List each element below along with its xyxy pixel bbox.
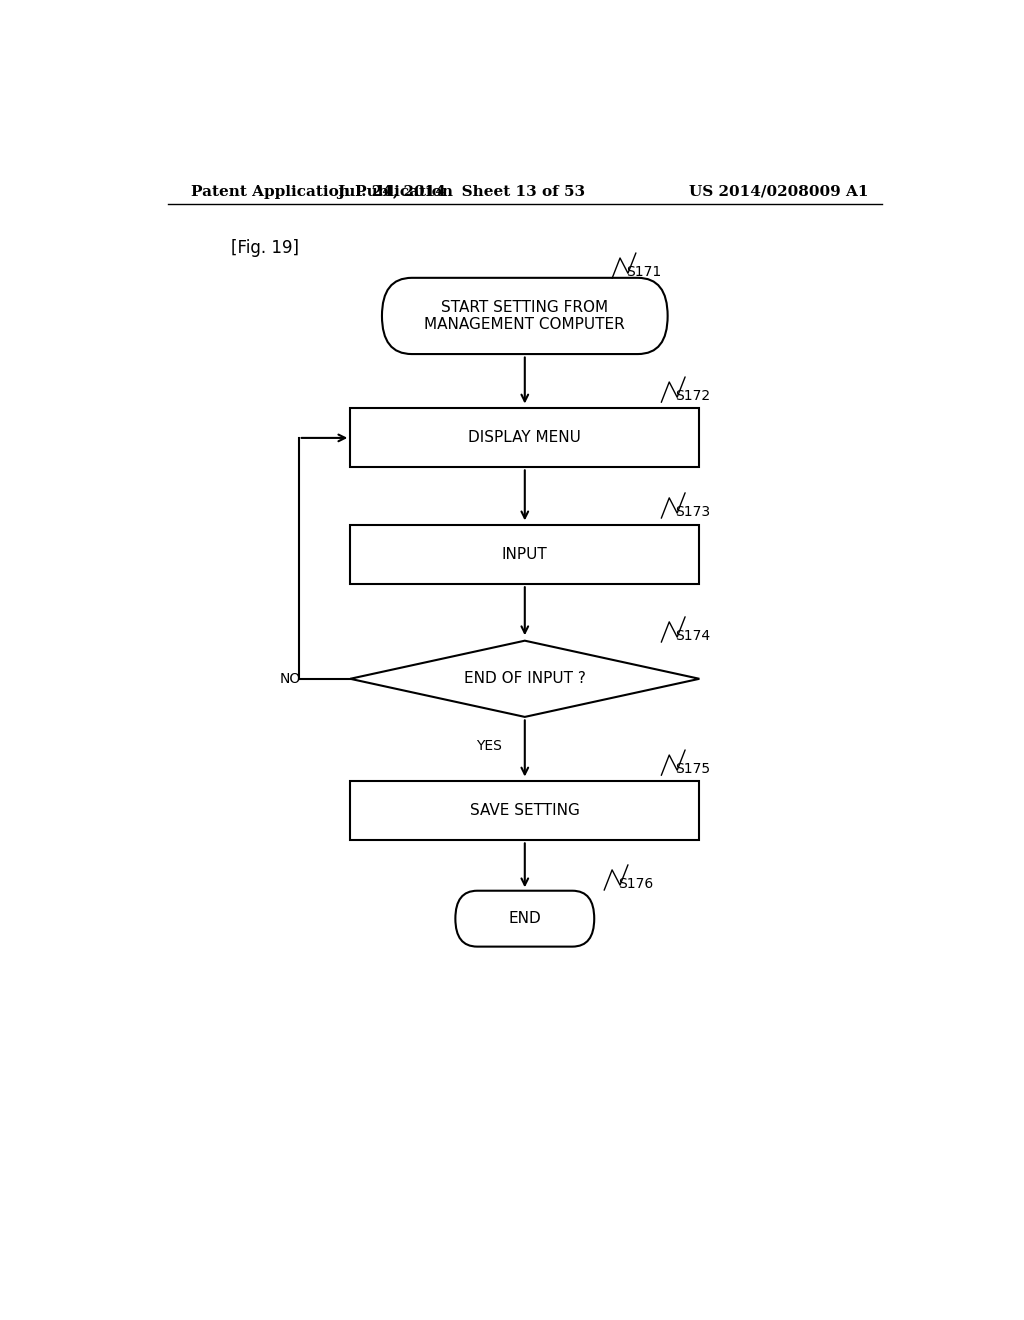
Text: NO: NO xyxy=(280,672,301,686)
Polygon shape xyxy=(350,640,699,717)
Text: SAVE SETTING: SAVE SETTING xyxy=(470,804,580,818)
Text: Jul. 24, 2014   Sheet 13 of 53: Jul. 24, 2014 Sheet 13 of 53 xyxy=(337,185,586,199)
Text: INPUT: INPUT xyxy=(502,548,548,562)
FancyBboxPatch shape xyxy=(382,277,668,354)
Text: US 2014/0208009 A1: US 2014/0208009 A1 xyxy=(689,185,868,199)
Text: END: END xyxy=(509,911,541,927)
FancyBboxPatch shape xyxy=(456,891,594,946)
Bar xyxy=(350,781,699,841)
Text: S171: S171 xyxy=(627,265,662,280)
Text: S175: S175 xyxy=(676,762,711,776)
Text: DISPLAY MENU: DISPLAY MENU xyxy=(468,430,582,445)
Text: YES: YES xyxy=(476,739,502,752)
Bar xyxy=(350,408,699,467)
Text: [Fig. 19]: [Fig. 19] xyxy=(231,239,299,257)
Text: Patent Application Publication: Patent Application Publication xyxy=(191,185,454,199)
Text: S174: S174 xyxy=(676,630,711,643)
Text: S172: S172 xyxy=(676,389,711,403)
Text: S173: S173 xyxy=(676,506,711,519)
Text: START SETTING FROM
MANAGEMENT COMPUTER: START SETTING FROM MANAGEMENT COMPUTER xyxy=(424,300,626,333)
Text: END OF INPUT ?: END OF INPUT ? xyxy=(464,672,586,686)
Bar xyxy=(350,525,699,585)
Text: S176: S176 xyxy=(618,876,653,891)
